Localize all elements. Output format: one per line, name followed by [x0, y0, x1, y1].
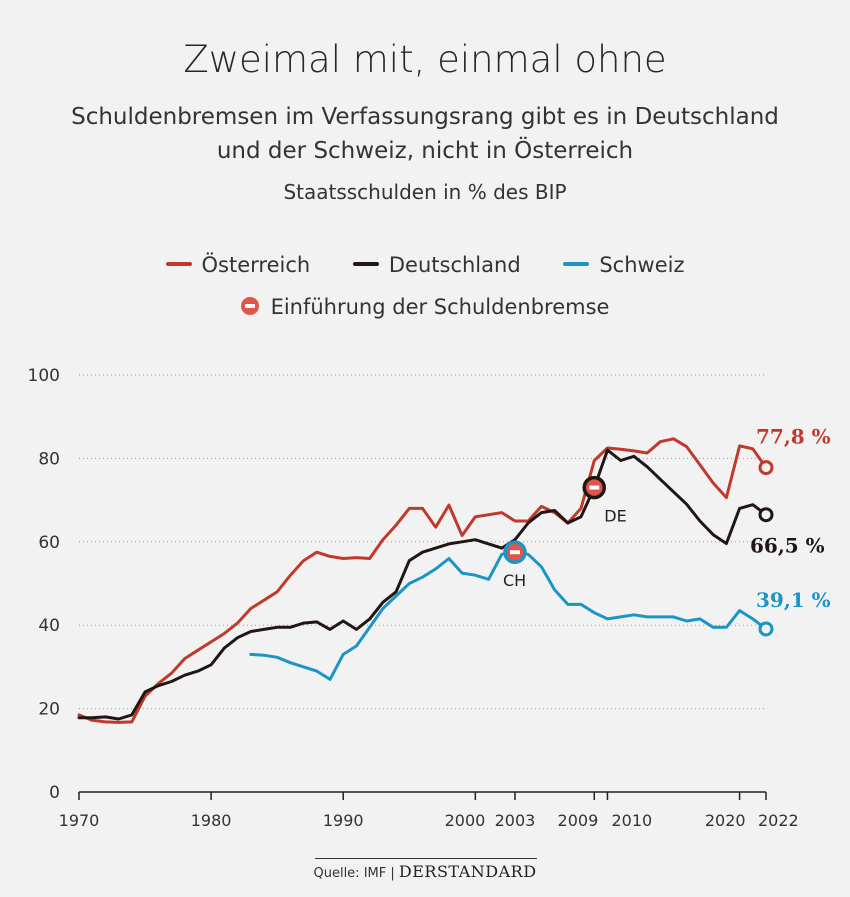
end-value-label-switzerland: 39,1 %: [756, 588, 831, 612]
chart-title: Zweimal mit, einmal ohne: [183, 38, 667, 81]
series-line-germany: [77, 448, 768, 721]
series-line-austria: [77, 437, 768, 724]
x-tick-label: 2020: [705, 811, 746, 830]
x-tick-label: 2009: [558, 811, 599, 830]
y-tick-label: 20: [38, 700, 60, 720]
x-tick-label: 1990: [323, 811, 364, 830]
debt-brake-marker-bar: [589, 485, 600, 490]
x-tick-label: 2000: [445, 811, 486, 830]
legend-swatch-austria: [165, 262, 192, 266]
chart-subtitle: Schuldenbremsen im Verfassungsrang gibt …: [0, 100, 850, 168]
y-tick-label: 40: [38, 616, 60, 636]
footer: Quelle: IMF | DERSTANDARD: [0, 858, 850, 881]
y-tick-label: 80: [38, 449, 60, 469]
debt-brake-marker-bar: [509, 550, 520, 555]
marker-label-de: DE: [604, 507, 626, 526]
end-point-germany: [758, 507, 774, 523]
footer-separator: |: [390, 866, 395, 881]
end-value-label-austria: 77,8 %: [756, 425, 831, 449]
end-point-austria: [758, 460, 774, 476]
subtitle-line-1: Schuldenbremsen im Verfassungsrang gibt …: [71, 104, 779, 130]
legend-marker-row: Einführung der Schuldenbremse: [0, 294, 850, 319]
legend-label-switzerland: Schweiz: [599, 253, 685, 277]
end-point-switzerland: [758, 621, 774, 637]
legend-swatch-switzerland: [563, 262, 590, 266]
x-tick-label: 2010: [611, 811, 652, 830]
y-tick-label: 100: [28, 366, 60, 386]
y-tick-label: 60: [38, 533, 60, 553]
legend: Österreich Deutschland Schweiz: [0, 252, 850, 277]
legend-label-germany: Deutschland: [388, 253, 521, 277]
x-tick-label: 1970: [59, 811, 100, 830]
source-label: Quelle: IMF: [313, 866, 387, 881]
end-value-label-germany: 66,5 %: [750, 534, 825, 558]
x-tick-label: 2003: [495, 811, 536, 830]
footer-rule: [315, 858, 537, 859]
legend-swatch-germany: [352, 262, 379, 266]
y-tick-label: 0: [49, 783, 60, 803]
brand-logo: DERSTANDARD: [398, 862, 537, 881]
subtitle-line-2: und der Schweiz, nicht in Österreich: [216, 138, 634, 164]
legend-item-germany: Deutschland: [352, 253, 521, 277]
x-tick-label: 2022: [758, 811, 799, 830]
legend-item-marker: Einführung der Schuldenbremse: [240, 295, 610, 319]
x-tick-label: 1980: [191, 811, 232, 830]
legend-item-austria: Österreich: [165, 253, 311, 277]
legend-item-switzerland: Schweiz: [563, 253, 684, 277]
legend-label-austria: Österreich: [201, 253, 311, 277]
debt-brake-marker-icon: [240, 297, 259, 315]
marker-label-ch: CH: [503, 571, 526, 590]
legend-label-marker: Einführung der Schuldenbremse: [270, 295, 610, 319]
unit-label: Staatsschulden in % des BIP: [283, 180, 567, 204]
